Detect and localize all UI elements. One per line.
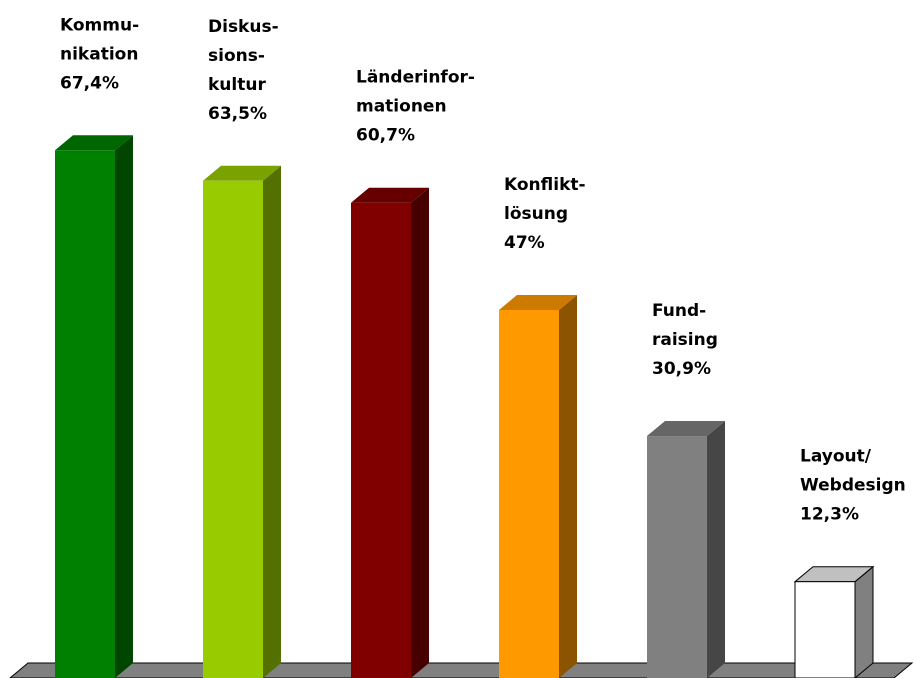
bar-side [263,165,281,678]
bar-top [351,187,429,203]
bar [351,202,411,678]
category-label: sions- [208,46,265,66]
value-label: 30,9% [652,359,711,379]
category-label: raising [652,330,718,350]
category-label: Layout/ [800,447,872,467]
bar-top [647,421,725,437]
value-label: 47% [504,233,545,253]
value-label: 63,5% [208,104,267,124]
category-label: nikation [60,44,138,64]
value-label: 67,4% [60,73,119,93]
bar-side [559,294,577,678]
category-label: Diskus- [208,17,279,37]
category-label: Konflikt- [504,175,586,195]
category-label: kultur [208,75,266,95]
bar [55,150,115,678]
category-label: Fund- [652,301,706,321]
category-label: Webdesign [800,476,906,496]
category-label: Kommu- [60,15,139,35]
bar-side [411,187,429,678]
bar-side [854,565,874,678]
bar-side [115,135,133,678]
bar [647,436,707,678]
value-label: 60,7% [356,126,415,146]
bar-top [55,135,133,151]
bar-top [203,165,281,181]
bar [499,309,559,678]
category-label: Länderinfor- [356,68,475,88]
bar-side [707,421,725,678]
category-label: lösung [504,204,568,224]
value-label: 12,3% [800,505,859,525]
floor [9,662,914,678]
bar-top [499,294,577,310]
bar [203,180,263,678]
category-label: mationen [356,97,447,117]
bar [794,581,856,678]
